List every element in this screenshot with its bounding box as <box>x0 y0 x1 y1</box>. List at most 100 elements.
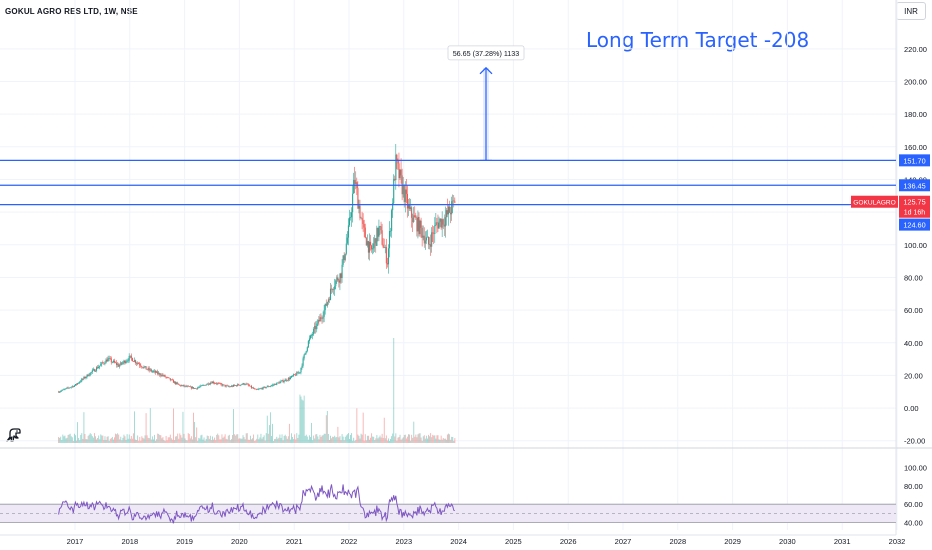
candle-body <box>210 382 212 384</box>
volume-bar <box>249 435 251 443</box>
candle-body <box>215 383 217 384</box>
candle-body <box>112 360 114 363</box>
volume-bar <box>217 433 219 443</box>
candle-body <box>80 381 82 382</box>
candle-body <box>329 288 332 300</box>
volume-bar <box>64 435 66 443</box>
candle-body <box>67 387 69 389</box>
candle-body <box>170 379 172 381</box>
volume-bar <box>222 437 224 443</box>
volume-bar <box>342 436 344 443</box>
rsi-axis-label: 80.00 <box>904 482 923 491</box>
candle-body <box>136 362 138 364</box>
volume-bar <box>327 433 329 443</box>
volume-bar <box>433 435 435 443</box>
volume-bar <box>341 434 343 443</box>
candle-body <box>201 385 203 386</box>
candle-body <box>114 362 117 364</box>
candle-body <box>271 384 274 386</box>
volume-bar <box>175 436 177 443</box>
candle-body <box>255 388 257 390</box>
volume-bar <box>360 433 362 443</box>
candle-body <box>179 384 181 386</box>
volume-bar <box>308 435 310 443</box>
candle-body <box>374 238 376 244</box>
candle-body <box>280 381 282 382</box>
volume-bar <box>395 433 397 443</box>
candle-body <box>298 372 300 374</box>
volume-bar <box>370 437 371 443</box>
candle-body <box>336 277 338 281</box>
volume-bar <box>305 434 307 443</box>
volume-bar <box>195 437 197 443</box>
price-axis-tag-label: 125.75 <box>903 198 925 207</box>
volume-bar <box>155 440 157 443</box>
candle-body <box>256 389 258 390</box>
candle-body <box>244 384 246 385</box>
candle-body <box>183 385 185 387</box>
volume-bar <box>227 435 229 443</box>
price-axis-label: 160.00 <box>904 143 927 152</box>
time-axis-label: 2021 <box>286 537 303 546</box>
volume-bar <box>221 434 223 443</box>
candle-body <box>302 358 304 366</box>
volume-bar <box>290 439 291 443</box>
candle-body <box>199 386 201 388</box>
candle-body <box>442 219 444 225</box>
volume-bar <box>107 436 109 443</box>
volume-bar <box>215 440 217 443</box>
volume-bar <box>92 437 94 443</box>
price-axis-tag <box>899 218 930 231</box>
volume-bar <box>375 438 377 443</box>
volume-bar <box>210 440 212 443</box>
candle-body <box>127 360 129 362</box>
volume-bar <box>273 440 275 443</box>
candle-body <box>267 386 269 387</box>
candle-body <box>132 361 134 362</box>
candle-body <box>150 369 152 372</box>
volume-bar <box>243 437 245 443</box>
candle-body <box>138 363 140 365</box>
candle-body <box>331 288 333 290</box>
volume-bar <box>390 439 392 443</box>
candle-body <box>116 362 118 365</box>
volume-bar <box>326 410 328 443</box>
volume-bar <box>117 433 119 443</box>
volume-bar <box>135 439 136 443</box>
volume-bar <box>115 433 116 443</box>
volume-bar <box>279 434 281 443</box>
candle-body <box>436 222 438 224</box>
volume-bar <box>83 412 85 443</box>
candle-body <box>281 380 283 382</box>
candle-body <box>404 189 406 203</box>
volume-bar <box>127 438 129 443</box>
volume-bar <box>120 436 122 443</box>
price-axis-tag <box>899 195 930 208</box>
rsi-axis-label: 100.00 <box>904 463 927 472</box>
candle-body <box>163 375 165 376</box>
candle-body <box>185 385 187 387</box>
candle-body <box>396 154 398 161</box>
volume-bar <box>219 439 221 443</box>
candle-body <box>124 360 126 364</box>
candle-body <box>237 384 239 386</box>
candle-body <box>253 387 255 389</box>
candle-body <box>148 368 150 371</box>
volume-bar <box>429 436 431 443</box>
candle-body <box>334 286 336 290</box>
volume-bar <box>184 438 186 443</box>
volume-bar <box>373 436 375 443</box>
volume-bar <box>239 438 241 443</box>
candle-body <box>117 364 119 365</box>
candle-body <box>203 385 205 386</box>
volume-bar <box>258 439 260 443</box>
candle-body <box>234 384 236 386</box>
candle-body <box>430 244 432 247</box>
volume-bar <box>447 434 448 443</box>
candle-body <box>140 365 142 367</box>
candle-body <box>332 289 334 290</box>
candle-body <box>172 380 175 383</box>
volume-bar <box>179 433 181 443</box>
